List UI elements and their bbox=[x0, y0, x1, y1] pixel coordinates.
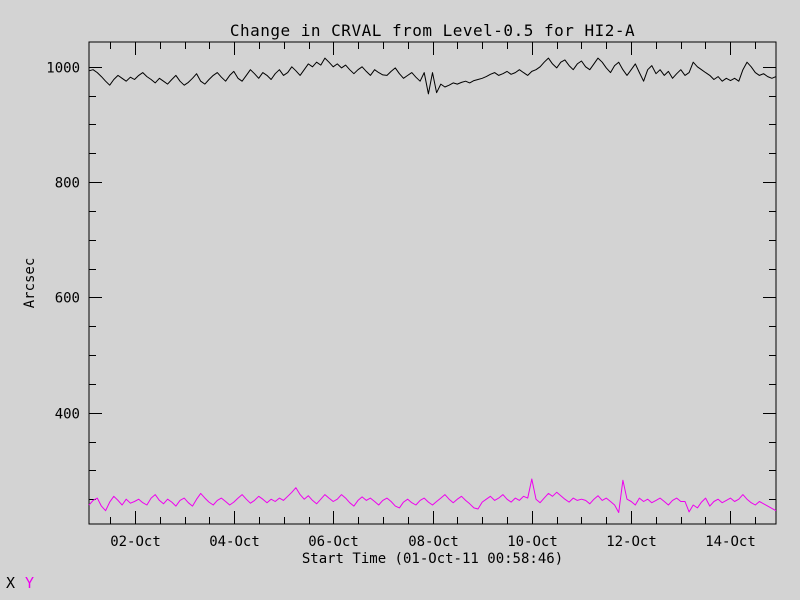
series-line-Y bbox=[88, 478, 777, 513]
x-tick-label: 04-Oct bbox=[209, 534, 260, 550]
legend-series-x-label: X bbox=[6, 574, 16, 592]
x-tick-label: 14-Oct bbox=[705, 534, 756, 550]
plot-border bbox=[88, 41, 777, 525]
y-tick-label: 600 bbox=[55, 291, 80, 307]
x-tick-label: 06-Oct bbox=[308, 534, 359, 550]
x-axis-label: Start Time (01-Oct-11 00:58:46) bbox=[301, 551, 564, 567]
x-tick-label: 12-Oct bbox=[606, 534, 657, 550]
chart-title: Change in CRVAL from Level-0.5 for HI2-A bbox=[229, 21, 636, 40]
legend-series-y-label: Y bbox=[25, 574, 35, 592]
x-tick-label: 10-Oct bbox=[507, 534, 558, 550]
x-tick-label: 02-Oct bbox=[110, 534, 161, 550]
y-tick-label: 400 bbox=[55, 407, 80, 423]
series-line-X bbox=[88, 57, 777, 95]
x-tick-label: 08-Oct bbox=[408, 534, 459, 550]
y-tick-label: 1000 bbox=[46, 61, 80, 77]
y-tick-label: 800 bbox=[55, 176, 80, 192]
